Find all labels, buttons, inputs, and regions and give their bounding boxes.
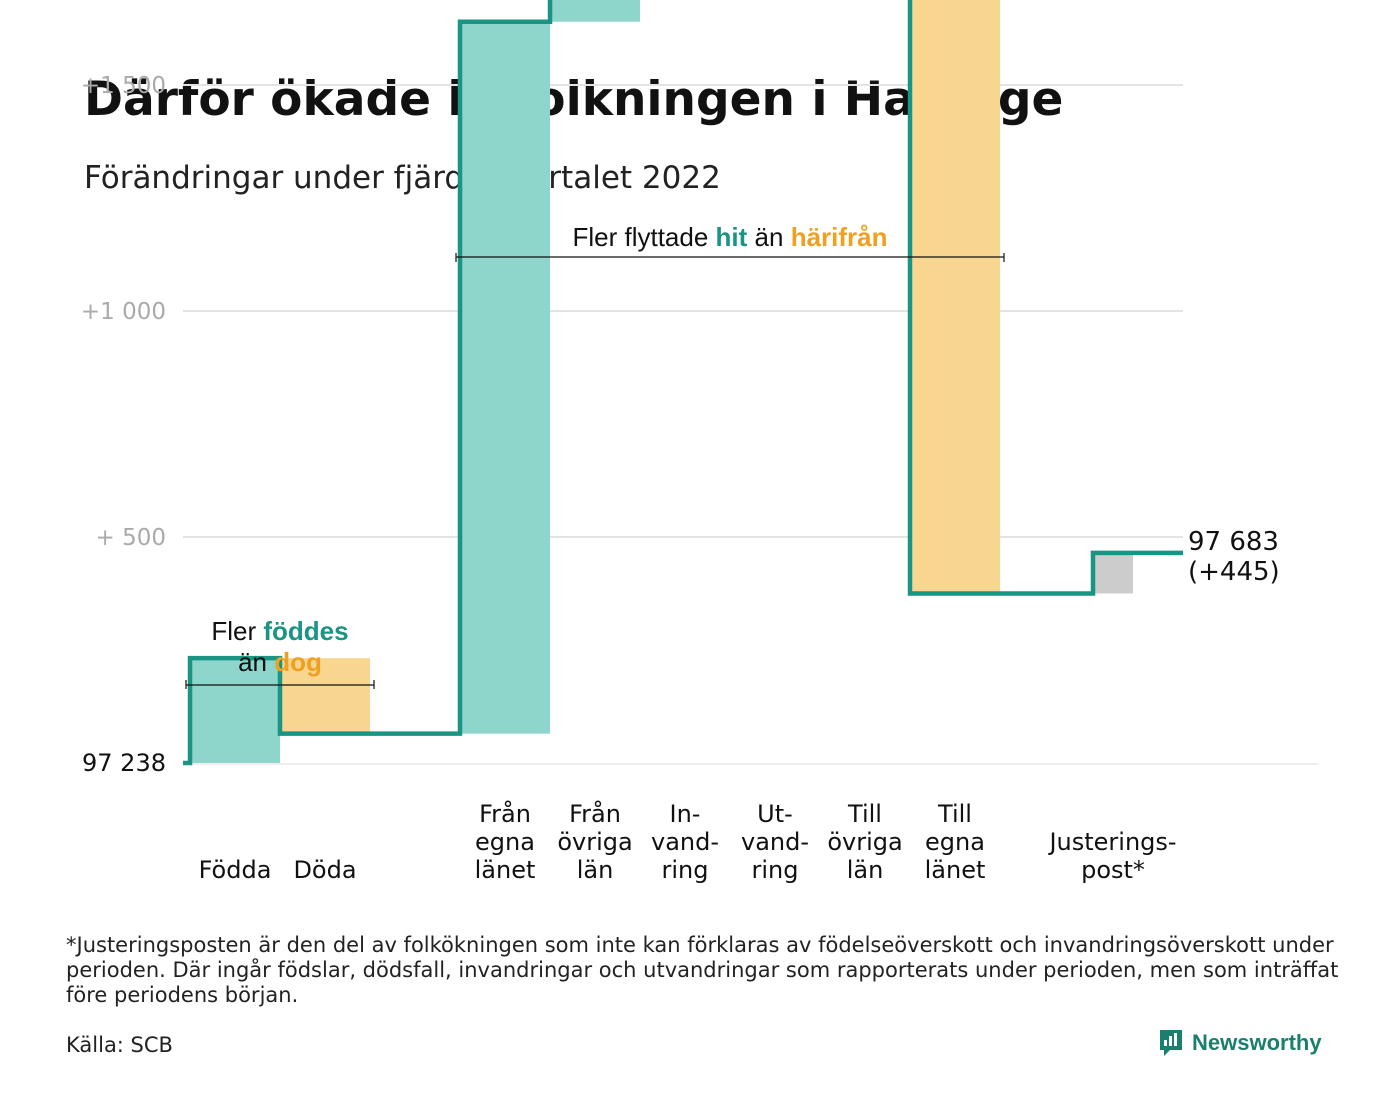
x-category-label: Till [847, 800, 882, 828]
x-category-label: län [847, 856, 884, 884]
x-category-label: Döda [293, 856, 356, 884]
x-category-label: övriga [557, 828, 632, 856]
cumulative-step-line [183, 0, 1183, 766]
bar-födda [190, 658, 280, 763]
source-label: Källa: SCB [66, 1033, 173, 1057]
x-category-label: Från [569, 799, 621, 828]
end-value-label: 97 683 [1188, 527, 1279, 557]
x-category-label: ring [752, 856, 799, 884]
annotation-text-part: dog [274, 647, 322, 677]
x-category-label: post* [1081, 856, 1145, 884]
footnote: *Justeringsposten är den del av folkökni… [66, 933, 1339, 1007]
start-value-label: 97 238 [82, 749, 166, 777]
bar-tillegnalänet [910, 0, 1000, 594]
x-category-label: övriga [827, 828, 902, 856]
bar-frånegnalänet [460, 21, 550, 734]
annotation-births-line1: Fler föddes [211, 616, 348, 646]
x-category-label: ring [662, 856, 709, 884]
bar-justeringspost [1093, 552, 1133, 594]
x-category-label: Ut- [757, 800, 793, 828]
x-category-label: egna [475, 828, 535, 856]
y-tick-label: + 500 [96, 525, 166, 551]
x-category-label: vand- [741, 828, 809, 856]
annotation-text-part: än [238, 647, 274, 677]
chart-subtitle: Förändringar under fjärde kvartalet 2022 [84, 160, 721, 196]
x-category-label: Justerings- [1047, 828, 1176, 856]
annotation-bracket [185, 680, 375, 689]
x-category-label: vand- [651, 828, 719, 856]
x-category-label: Till [937, 800, 972, 828]
bar-döda [280, 658, 370, 734]
brand-name: Newsworthy [1192, 1030, 1322, 1055]
x-category-label: Från [479, 799, 531, 828]
y-tick-label: +1 000 [81, 299, 166, 325]
annotation-text-part: Fler flyttade [572, 222, 715, 252]
annotation-migration: Fler flyttade hit än härifrån [572, 222, 887, 252]
annotation-text-part: än [747, 222, 790, 252]
x-category-label: län [577, 856, 614, 884]
waterfall-chart: + 500+1 000+1 500+2 000FöddaDödaFrånegna… [81, 0, 1318, 884]
annotation-text-part: föddes [263, 616, 348, 646]
annotation-text-part: härifrån [791, 222, 888, 252]
chart-title: Därför ökade befolkningen i Haninge [84, 72, 1064, 127]
x-category-label: egna [925, 828, 985, 856]
annotation-births-line2: än dog [238, 647, 322, 677]
x-category-label: In- [670, 800, 701, 828]
annotation-text-part: Fler [211, 616, 263, 646]
brand-logo: Newsworthy [1158, 1028, 1322, 1058]
bar-frånövrigalän [550, 0, 640, 22]
annotation-bracket [455, 253, 1005, 262]
newsworthy-logo-icon [1160, 1030, 1182, 1056]
end-change-label: (+445) [1188, 557, 1280, 587]
x-category-label: Födda [199, 856, 272, 884]
annotation-text-part: hit [716, 222, 748, 252]
x-category-label: länet [925, 856, 986, 884]
x-category-label: länet [475, 856, 536, 884]
y-tick-label: +1 500 [81, 73, 166, 99]
